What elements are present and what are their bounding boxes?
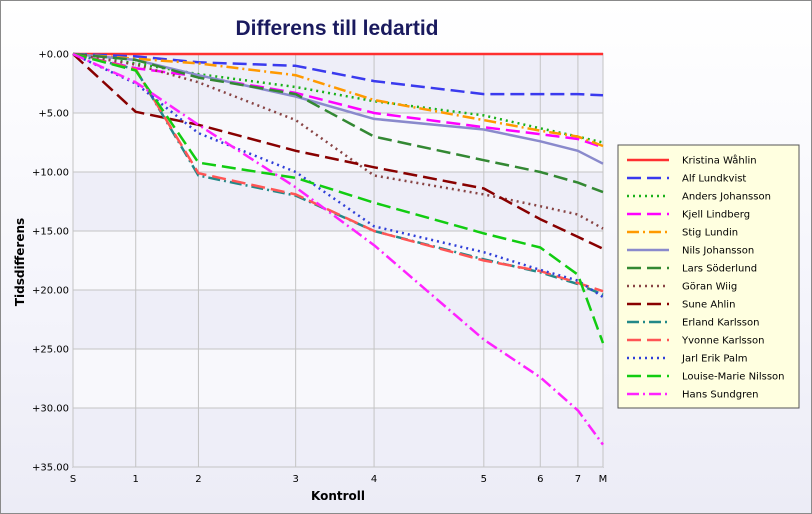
x-tick-label: 7 xyxy=(575,474,581,485)
x-tick-label: 2 xyxy=(195,474,201,485)
legend-box xyxy=(617,144,800,409)
legend: Kristina Wåhlin Alf Lundkvist Anders Johan… xyxy=(617,144,800,409)
y-tick-label: +10.00 xyxy=(32,168,69,179)
x-tick-label: 6 xyxy=(537,474,543,485)
plot-band xyxy=(73,408,603,467)
x-tick-label: M xyxy=(599,474,608,485)
series-line xyxy=(72,52,605,446)
series-line xyxy=(72,53,604,250)
series-lines xyxy=(72,52,605,446)
legend-label: Erland Karlsson xyxy=(682,318,759,329)
y-tick-label: +25.00 xyxy=(32,345,69,356)
legend-label: Sune Ahlin xyxy=(682,300,735,311)
y-tick-label: +5.00 xyxy=(38,109,69,120)
series-line xyxy=(72,52,604,194)
legend-label: Alf Lundkvist xyxy=(682,174,746,185)
x-axis-label: Kontroll xyxy=(311,489,365,503)
x-tick-label: 5 xyxy=(481,474,487,485)
legend-label: Stig Lundin xyxy=(682,228,738,239)
legend-label: Anders Johansson xyxy=(682,192,771,203)
legend-label: Kjell Lindberg xyxy=(682,210,750,221)
plot-bands xyxy=(73,54,603,467)
legend-label: Yvonne Karlsson xyxy=(681,336,764,347)
plot-band xyxy=(73,231,603,290)
legend-label: Kristina Wåhlin xyxy=(682,154,757,167)
series-line xyxy=(72,52,604,299)
y-axis-label: Tidsdifferens xyxy=(13,218,27,306)
legend-label: Nils Johansson xyxy=(682,246,754,257)
x-tick-label: S xyxy=(70,474,76,485)
legend-label: Jarl Erik Palm xyxy=(681,354,748,365)
y-tick-label: +35.00 xyxy=(32,463,69,474)
y-tick-label: +15.00 xyxy=(32,227,69,238)
x-tick-label: 3 xyxy=(292,474,298,485)
x-axis-ticks: S 1 2 3 4 5 6 7 M xyxy=(70,474,608,485)
plot-band xyxy=(73,349,603,408)
x-tick-label: 4 xyxy=(371,474,377,485)
plot-band xyxy=(73,290,603,349)
legend-label: Lars Söderlund xyxy=(682,264,757,275)
x-tick-label: 1 xyxy=(133,474,139,485)
legend-label: Göran Wiig xyxy=(682,282,737,293)
plot-band xyxy=(73,113,603,172)
series-line xyxy=(72,52,604,148)
y-axis-ticks: +0.00 +5.00 +10.00 +15.00 +20.00 +25.00 +30.00… xyxy=(32,50,69,474)
plot-band xyxy=(73,172,603,231)
y-tick-label: +20.00 xyxy=(32,286,69,297)
y-tick-label: +0.00 xyxy=(38,50,69,61)
series-line xyxy=(72,52,604,230)
series-line xyxy=(72,52,604,97)
series-line xyxy=(72,52,605,344)
legend-label: Hans Sundgren xyxy=(682,390,758,401)
series-line xyxy=(72,52,604,293)
chart-title: Differens till ledartid xyxy=(235,17,438,40)
legend-label: Louise-Marie Nilsson xyxy=(682,372,785,383)
y-tick-label: +30.00 xyxy=(32,404,69,415)
